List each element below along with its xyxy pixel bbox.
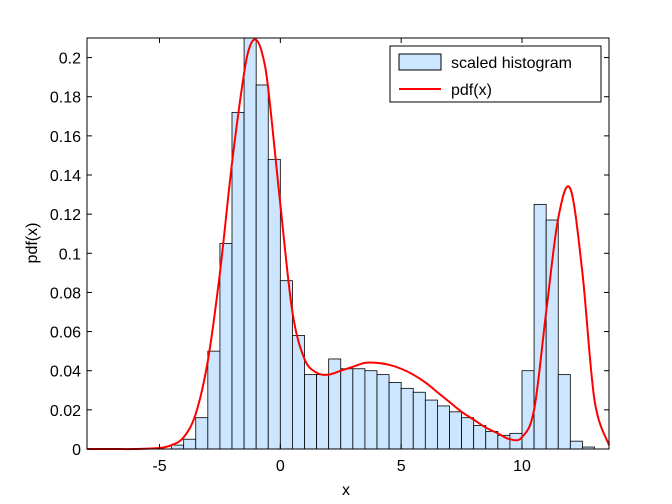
histogram-bar [557,374,571,450]
y-tick-label: 0.18 [50,90,81,107]
legend-swatch-histogram [398,53,442,71]
y-axis-label: pdf(x) [24,223,41,264]
y-tick-label: 0.04 [50,364,81,381]
histogram-bar [473,425,487,450]
x-axis-label: x [342,482,350,499]
y-tick-label: 0.1 [59,246,81,263]
histogram-bar [316,374,330,450]
histogram-bar [437,405,450,450]
histogram-bar [388,382,402,450]
histogram-bar [231,111,245,450]
histogram-bar [171,444,185,450]
y-tick-label: 0.06 [50,325,81,342]
histogram-bar [364,370,378,450]
histogram-bar [424,399,438,450]
histogram-bar [207,350,221,450]
y-tick-label: 0.16 [50,129,81,146]
histogram-bar [569,440,583,450]
histogram-bar [352,368,366,450]
x-axis-ticks: -5 0 5 10 [152,38,531,475]
legend-label-histogram: scaled histogram [451,55,572,72]
histogram-bar [183,438,197,450]
histogram-bar [255,84,269,450]
histogram-bar [195,417,209,450]
y-axis-ticks: 0 0.02 0.04 0.06 0.08 0.1 0.12 0.14 0.16 0.18 0.2 [50,51,609,459]
x-tick-label: 5 [397,458,406,475]
y-tick-label: 0.08 [50,285,81,302]
histogram-bar [521,370,535,450]
histogram-bar [340,368,354,450]
histogram-bar [267,158,281,450]
x-tick-label: 0 [276,458,285,475]
histogram-bar [461,417,475,450]
histogram-bars [171,37,595,450]
x-tick-label: 10 [513,458,531,475]
pdf-line [87,38,610,451]
y-tick-label: 0.14 [50,168,81,185]
y-tick-label: 0.02 [50,403,81,420]
histogram-bar [304,374,317,450]
histogram-bar [400,387,414,450]
histogram-bar [243,37,257,450]
histogram-bar [376,374,390,450]
plot-frame [86,37,610,450]
legend-label-pdf: pdf(x) [451,82,492,99]
histogram-bar [412,391,426,450]
histogram-bar [485,430,499,450]
x-tick-label: -5 [152,458,166,475]
histogram-bar [219,243,233,450]
y-tick-label: 0.2 [59,51,81,68]
pdf-line-group [87,38,610,451]
y-tick-label: 0.12 [50,207,81,224]
histogram-bar [449,411,462,450]
legend: scaled histogram pdf(x) [389,45,602,103]
y-tick-label: 0 [72,442,81,459]
